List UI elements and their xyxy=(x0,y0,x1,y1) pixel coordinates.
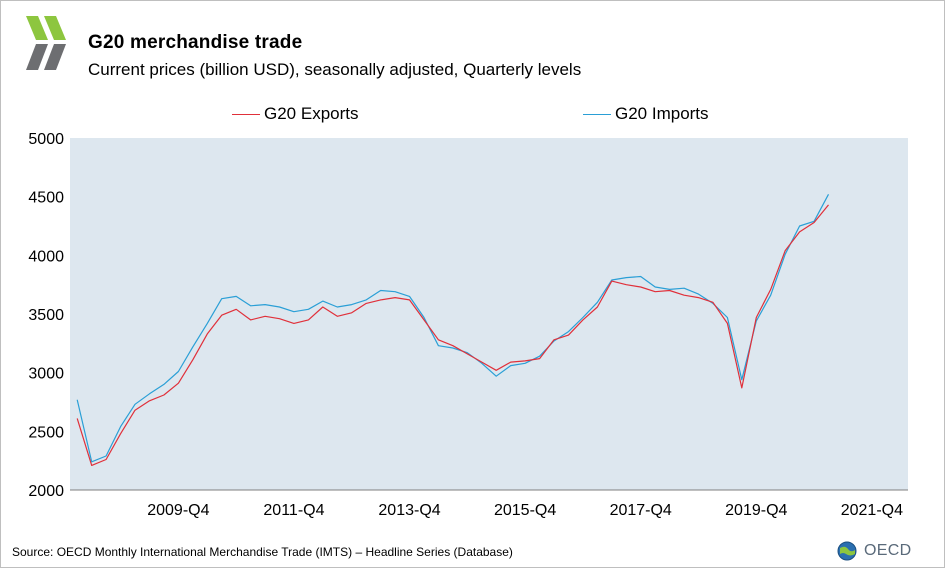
x-tick-label: 2019-Q4 xyxy=(725,502,787,519)
oecd-logo-icon xyxy=(26,16,66,70)
x-tick-label: 2009-Q4 xyxy=(147,502,209,519)
y-tick-label: 3500 xyxy=(28,307,64,324)
y-tick-label: 5000 xyxy=(28,131,64,148)
legend-swatch-exports xyxy=(232,113,260,115)
chart-subtitle: Current prices (billion USD), seasonally… xyxy=(88,60,582,79)
y-tick-label: 4000 xyxy=(28,248,64,265)
legend-item-exports[interactable]: G20 Exports xyxy=(232,104,359,124)
source-note: Source: OECD Monthly International Merch… xyxy=(12,545,513,559)
legend-item-imports[interactable]: G20 Imports xyxy=(583,104,709,124)
x-tick-label: 2015-Q4 xyxy=(494,502,556,519)
logo-green-bar-right xyxy=(44,16,66,40)
logo-grey-bar-right xyxy=(44,44,66,70)
x-tick-label: 2013-Q4 xyxy=(378,502,440,519)
chart-title: G20 merchandise trade xyxy=(88,32,303,53)
exports-line xyxy=(76,204,829,466)
globe-icon xyxy=(837,541,857,561)
legend-swatch-imports xyxy=(583,113,611,115)
imports-line xyxy=(76,194,830,463)
oecd-brand: OECD xyxy=(836,540,911,562)
y-tick-label: 4500 xyxy=(28,190,64,207)
x-tick-label: 2017-Q4 xyxy=(610,502,672,519)
logo-grey-bar-left xyxy=(26,44,48,70)
logo-green-bar-left xyxy=(26,16,48,40)
legend-label-imports: G20 Imports xyxy=(615,104,709,123)
x-tick-label: 2021-Q4 xyxy=(841,502,903,519)
chart-legend: G20 Exports G20 Imports xyxy=(0,104,945,128)
y-tick-label: 2000 xyxy=(28,483,64,500)
y-tick-label: 2500 xyxy=(28,424,64,441)
x-tick-label: 2011-Q4 xyxy=(263,502,324,519)
y-tick-label: 3000 xyxy=(28,366,64,383)
legend-label-exports: G20 Exports xyxy=(264,104,359,123)
plot-area xyxy=(70,138,908,490)
oecd-wordmark: OECD xyxy=(864,542,912,559)
